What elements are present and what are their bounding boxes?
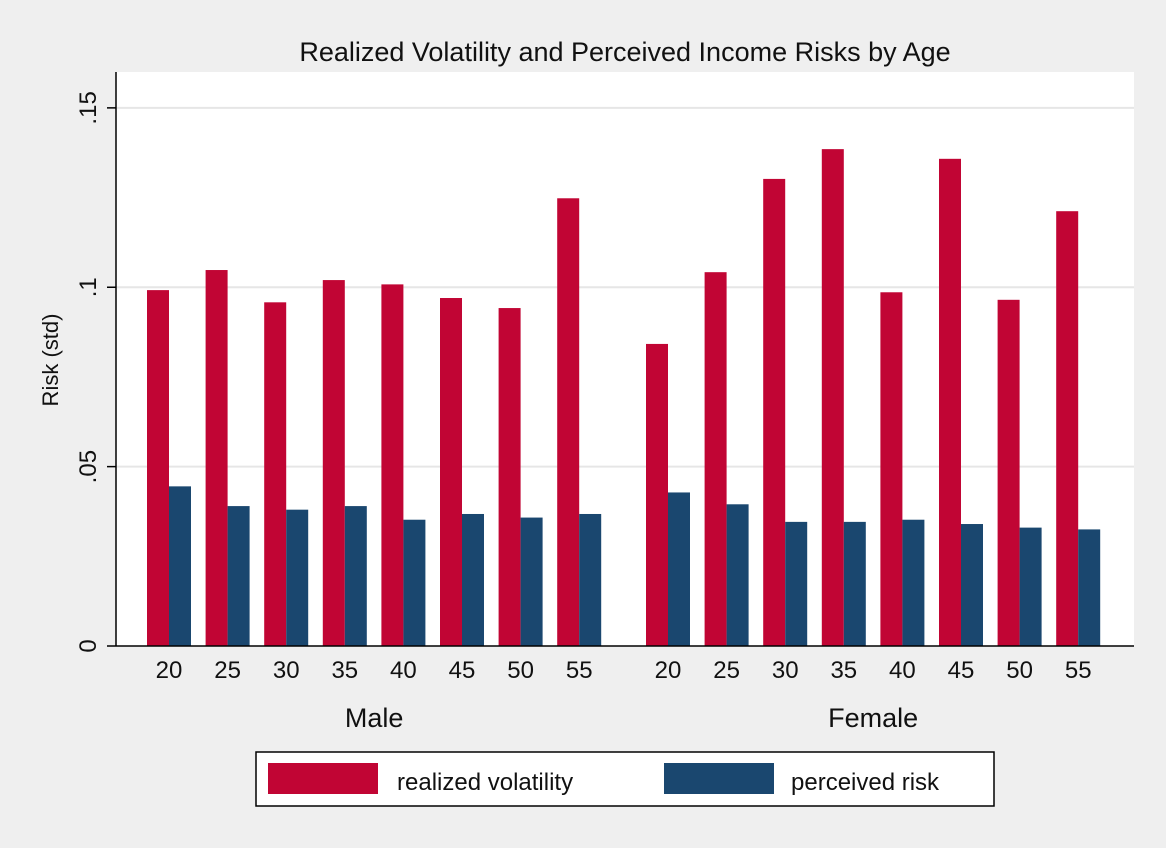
x-category-label: 35 (830, 657, 857, 684)
bar-male-50-realized (498, 308, 521, 646)
bar-female-40-realized (880, 292, 903, 646)
bar-female-20-realized (646, 343, 668, 646)
y-tick-label: .05 (75, 450, 102, 483)
bar-male-40-perceived (403, 519, 426, 646)
x-category-label: 30 (273, 657, 300, 684)
bar-female-20-perceived (668, 492, 690, 646)
bar-male-30-perceived (286, 509, 309, 646)
x-category-label: 55 (1065, 657, 1092, 684)
x-axis-labels: 20 25 30 35 40 45 50 55 Male 20 25 30 35 40 45 50 55 Fema… (156, 657, 1092, 733)
legend-box (255, 751, 995, 807)
x-category-label: 40 (390, 657, 417, 684)
chart-title: Realized Volatility and Perceived Income… (299, 37, 950, 67)
bar-male-55-perceived (579, 513, 602, 646)
bar-female-50-realized (997, 299, 1020, 646)
bar-male-40-realized (381, 284, 404, 646)
bar-male-50-perceived (520, 517, 543, 646)
bar-male-25-perceived (227, 506, 250, 646)
bar-female-45-realized (939, 158, 961, 646)
bars (147, 149, 1101, 646)
bar-female-55-perceived (1078, 529, 1101, 646)
x-category-label: 20 (156, 657, 183, 684)
x-category-label: 45 (449, 657, 476, 684)
bar-female-25-realized (704, 272, 727, 646)
x-group-label: Male (345, 703, 404, 733)
bar-male-35-perceived (344, 506, 367, 646)
legend-key (664, 763, 774, 794)
bar-male-25-realized (205, 270, 228, 646)
bar-male-45-realized (440, 298, 462, 646)
legend: realized volatility perceived risk (255, 751, 995, 807)
bar-female-35-realized (821, 149, 844, 646)
bar-male-45-perceived (462, 513, 484, 646)
bar-female-40-perceived (902, 519, 925, 646)
y-axis-title: Risk (std) (38, 314, 63, 407)
x-category-label: 20 (655, 657, 682, 684)
x-category-label: 50 (507, 657, 534, 684)
bar-female-30-realized (763, 178, 786, 646)
x-category-label: 50 (1006, 657, 1033, 684)
x-group-label: Female (828, 703, 918, 733)
x-category-label: 25 (713, 657, 740, 684)
y-tick-label: .1 (75, 277, 102, 297)
bar-male-20-perceived (169, 486, 191, 646)
y-tick-label: .15 (75, 91, 102, 124)
x-category-label: 40 (889, 657, 916, 684)
bar-male-20-realized (147, 290, 169, 646)
y-tick-label: 0 (75, 639, 102, 652)
x-category-label: 35 (331, 657, 358, 684)
bar-female-55-realized (1056, 211, 1079, 646)
x-category-label: 55 (566, 657, 593, 684)
x-category-label: 30 (772, 657, 799, 684)
bar-male-55-realized (557, 198, 580, 646)
y-axis-ticks: 0 .05 .1 .15 (75, 91, 116, 653)
bar-female-30-perceived (785, 521, 808, 646)
bar-female-45-perceived (961, 524, 983, 646)
legend-label: realized volatility (397, 769, 573, 796)
x-category-label: 25 (214, 657, 241, 684)
legend-key (268, 763, 378, 794)
bar-female-50-perceived (1019, 527, 1042, 646)
bar-female-35-perceived (843, 521, 866, 646)
legend-label: perceived risk (791, 769, 940, 796)
bar-female-25-perceived (726, 504, 749, 646)
x-category-label: 45 (948, 657, 975, 684)
bar-male-30-realized (264, 302, 287, 646)
bar-male-35-realized (322, 280, 345, 646)
